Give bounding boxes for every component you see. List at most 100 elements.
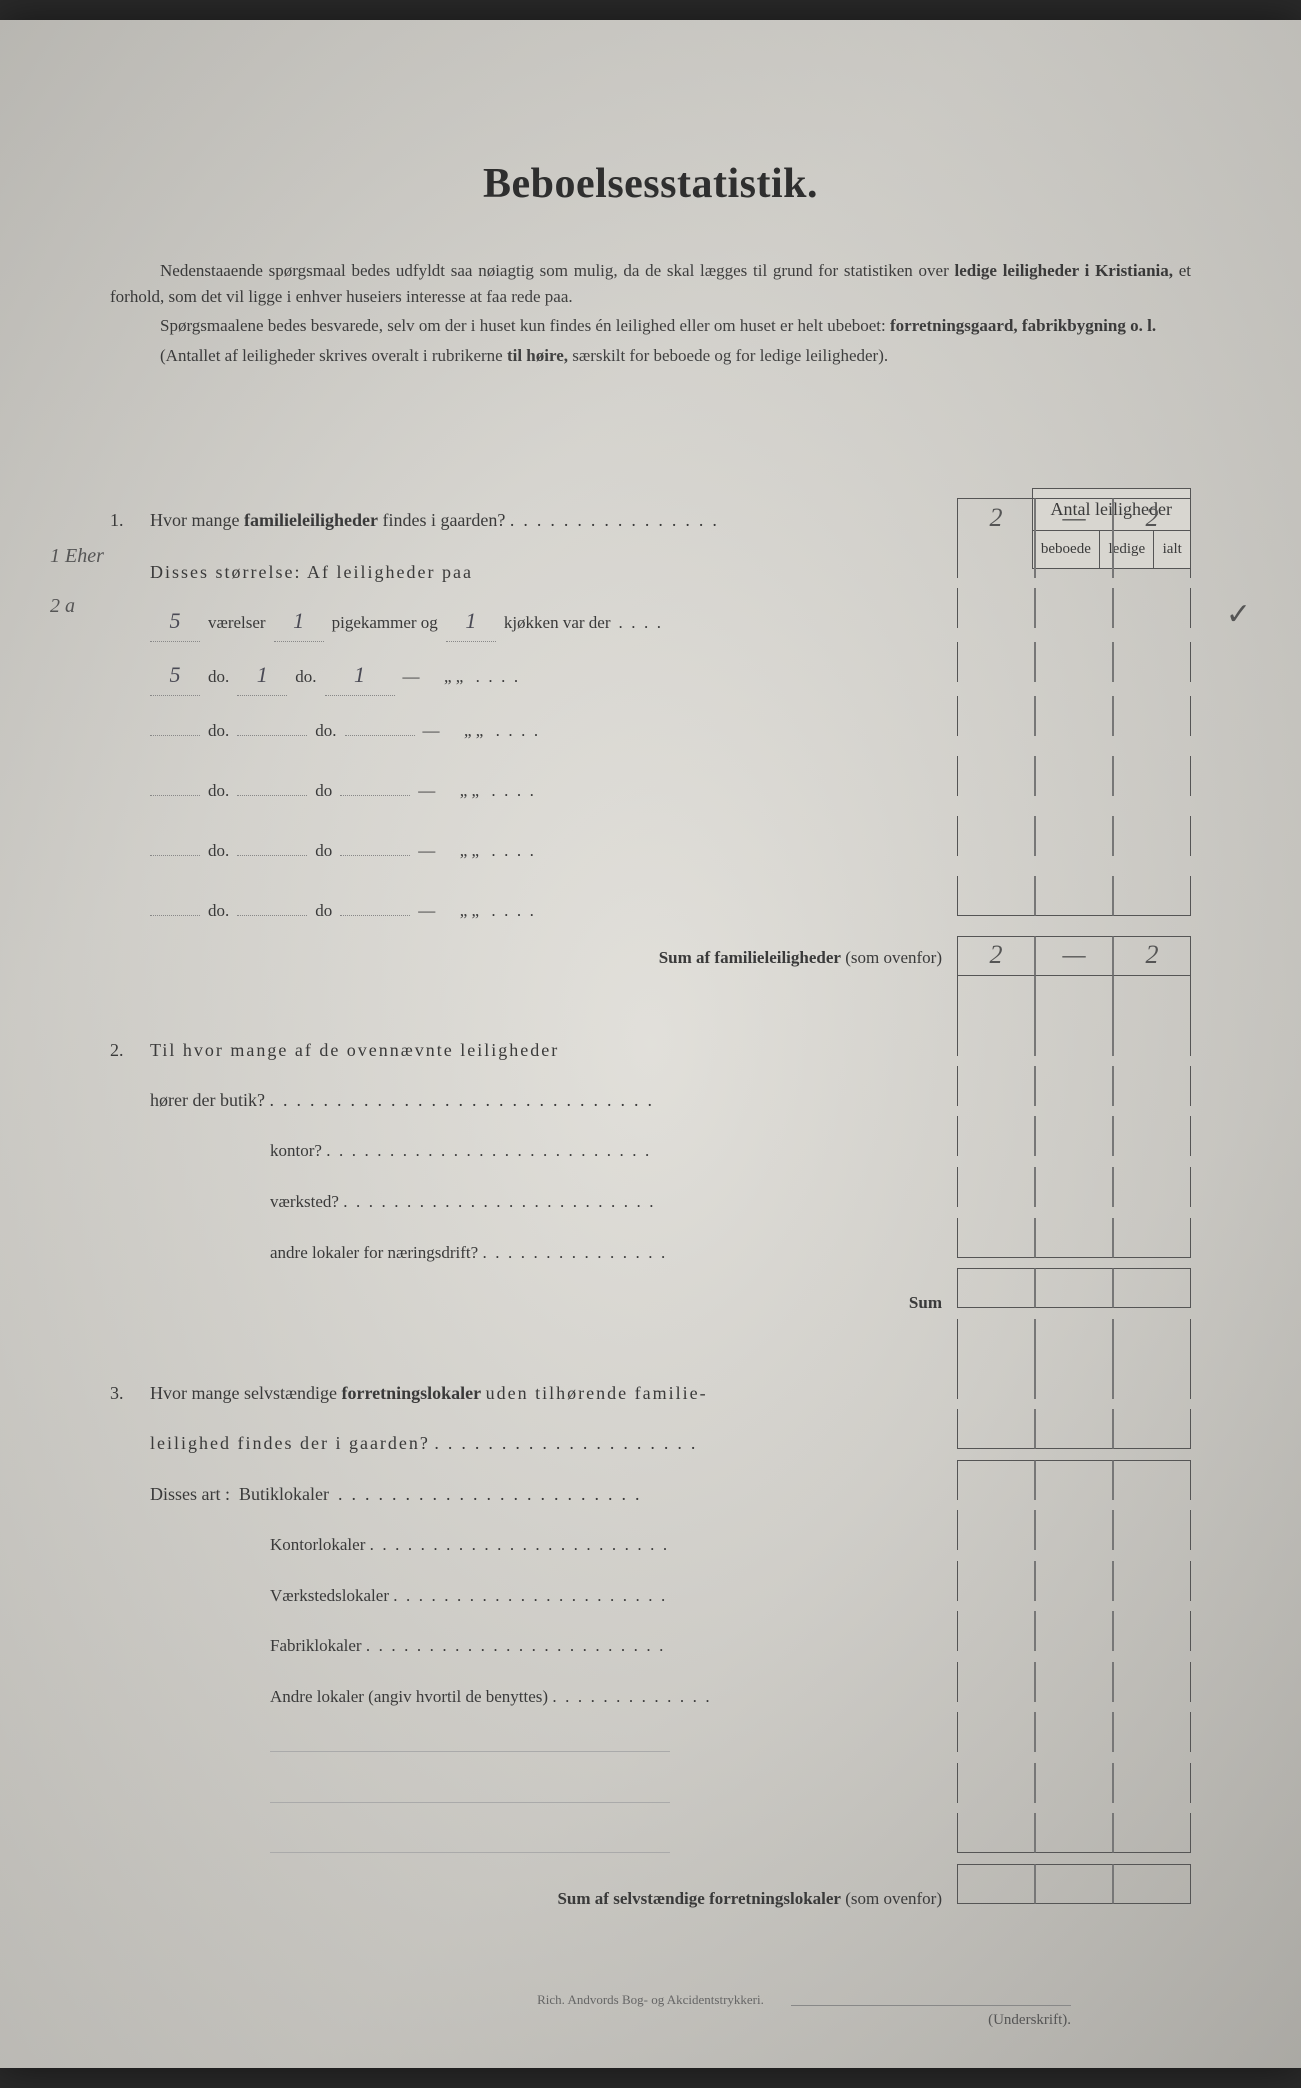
printer-footer: Rich. Andvords Bog- og Akcidentstrykkeri… [0, 1992, 1301, 2008]
q1-r1-k: 1 [446, 601, 496, 642]
q2-line1: hører der butik? [150, 1090, 265, 1110]
q2-andre: andre lokaler for næringsdrift? . . . . … [110, 1218, 1191, 1269]
quote: „ „ [460, 776, 479, 807]
q3-bold: forretningslokaler [341, 1383, 481, 1403]
q1-size-row3: do. do. — „ „ . . . . [110, 696, 1191, 756]
q1-r2-v: 5 [150, 655, 200, 696]
dots: . . . . . . . . . . . . . . . . . . . . [430, 1433, 696, 1453]
q1-size-row1: 2 a ✓ 5 værelser 1 pigekammer og 1 kjøkk… [110, 588, 1191, 642]
dots: . . . . [471, 662, 518, 693]
q2-vaerksted: værksted? . . . . . . . . . . . . . . . … [110, 1167, 1191, 1218]
dots: . . . . . . . . . . . . . . . . . . . . … [265, 1090, 652, 1110]
q1-r2-p: 1 [237, 655, 287, 696]
label-do: do. [208, 896, 229, 927]
q1-cell-beboede: 2 [957, 498, 1035, 538]
q3-disse: Disses art : [150, 1484, 230, 1504]
q3-sum-label: Sum af selvstændige forretningslokaler [557, 1889, 841, 1908]
quote: „ „ [464, 716, 483, 747]
dots: . . . . . . . . . . . . . . . . . . . . … [389, 1586, 665, 1605]
dots: . . . . [491, 716, 538, 747]
dots: . . . . [487, 776, 534, 807]
q1-size-row5: do. do — „ „ . . . . [110, 816, 1191, 876]
intro-p3-suffix: særskilt for beboede og for ledige leili… [572, 346, 888, 365]
signature-line: (Underskrift). [791, 2005, 1071, 2029]
dots: . . . . . . . . . . . . . [548, 1687, 710, 1706]
q3-i3: Værkstedslokaler [270, 1586, 389, 1605]
q1-num: 1. [110, 504, 150, 536]
dots: . . . . . . . . . . . . . . . . . . . . … [339, 1192, 654, 1211]
q1-sum-row: Sum af familieleiligheder (som ovenfor) … [110, 936, 1191, 976]
q1-sum-suffix: (som ovenfor) [845, 948, 942, 967]
questions-block: 1. Hvor mange familieleiligheder findes … [110, 498, 1191, 1975]
q3-item5: Andre lokaler (angiv hvortil de benyttes… [110, 1662, 1191, 1713]
q1-sum-beboede: 2 [957, 936, 1035, 976]
intro-paragraph: Nedenstaaende spørgsmaal bedes udfyldt s… [110, 258, 1191, 368]
q2-line4: andre lokaler for næringsdrift? [270, 1243, 478, 1262]
q1-size-row6: do. do — „ „ . . . . [110, 876, 1191, 936]
label-do: do. [208, 776, 229, 807]
dots: . . . . [487, 836, 534, 867]
q2-kontor: kontor? . . . . . . . . . . . . . . . . … [110, 1116, 1191, 1167]
q3-item3: Værkstedslokaler . . . . . . . . . . . .… [110, 1561, 1191, 1612]
q3-blank1 [110, 1712, 1191, 1763]
q2-line3: værksted? [270, 1192, 339, 1211]
margin-note-2: 2 a [50, 588, 75, 624]
dots: . . . . [487, 896, 534, 927]
dash: — [403, 662, 420, 693]
q3-item2: Kontorlokaler . . . . . . . . . . . . . … [110, 1510, 1191, 1561]
check-mark-icon: ✓ [1226, 588, 1251, 642]
spacer [110, 976, 1191, 1016]
label-do: do [315, 836, 332, 867]
label-do: do [315, 776, 332, 807]
q1-size-row2: 5 do. 1 do. 1 — „ „ . . . . [110, 642, 1191, 696]
q1-suffix: findes i gaarden? [382, 510, 505, 530]
q3-text3: leilighed findes der i gaarden? [150, 1433, 430, 1453]
q1-text: Hvor mange [150, 510, 239, 530]
q1-sum-label: Sum af familieleiligheder [659, 948, 841, 967]
q1-row: 1. Hvor mange familieleiligheder findes … [110, 498, 1191, 538]
q3-sum-suffix: (som ovenfor) [845, 1889, 942, 1908]
label-do: do. [208, 836, 229, 867]
dots: . . . . . . . . . . . . . . . [478, 1243, 665, 1262]
q3-i4: Fabriklokaler [270, 1636, 362, 1655]
q1-cell-ledige: — [1035, 498, 1113, 538]
quote: „ „ [460, 896, 479, 927]
q2-row: 2. Til hvor mange af de ovennævnte leili… [110, 1016, 1191, 1066]
label-pigekammer: pigekammer og [332, 608, 438, 639]
q1-r2-k: 1 [325, 655, 395, 696]
dots: . . . . . . . . . . . . . . . . . . . . … [362, 1636, 664, 1655]
q3-row: 3. Hvor mange selvstændige forretningslo… [110, 1359, 1191, 1409]
dash: — [418, 836, 435, 867]
dots: . . . . [619, 608, 662, 639]
label-do: do. [315, 716, 336, 747]
dots: . . . . . . . . . . . . . . . . . . . . … [322, 1141, 649, 1160]
q2-sum: Sum [110, 1268, 1191, 1319]
intro-p1-bold: ledige leiligheder i Kristiania, [954, 261, 1173, 280]
label-do: do. [208, 662, 229, 693]
dash: — [418, 896, 435, 927]
quote: „ „ [444, 662, 463, 693]
q3-row-cont: leilighed findes der i gaarden? . . . . … [110, 1409, 1191, 1459]
q1-cell-ialt: 2 [1113, 498, 1191, 538]
q3-i1: Butiklokaler [239, 1484, 329, 1504]
q3-sum: Sum af selvstændige forretningslokaler (… [110, 1864, 1191, 1915]
q3-blank2 [110, 1763, 1191, 1814]
q3-text1: Hvor mange selvstændige [150, 1383, 337, 1403]
spacer [110, 1319, 1191, 1359]
label-do: do. [295, 662, 316, 693]
q1-disse: Disses størrelse: Af leiligheder paa [150, 562, 473, 582]
intro-p2-prefix: Spørgsmaalene bedes besvarede, selv om d… [160, 316, 886, 335]
quote: „ „ [460, 836, 479, 867]
margin-note-1: 1 Eher [50, 538, 104, 574]
q3-item1: Disses art : Butiklokaler . . . . . . . … [110, 1460, 1191, 1510]
dots: . . . . . . . . . . . . . . . . [510, 510, 717, 530]
q1-r1-v: 5 [150, 601, 200, 642]
content-area: Antal leiligheder beboede ledige ialt 1.… [110, 498, 1191, 1975]
q1-size-row4: do. do — „ „ . . . . [110, 756, 1191, 816]
document-page: Beboelsesstatistik. Nedenstaaende spørgs… [0, 20, 1301, 2068]
q3-blank3 [110, 1813, 1191, 1864]
q2-butik: hører der butik? . . . . . . . . . . . .… [110, 1066, 1191, 1116]
q3-num: 3. [110, 1377, 150, 1409]
intro-p2-bold: forretningsgaard, fabrikbygning o. l. [890, 316, 1156, 335]
q2-num: 2. [110, 1034, 150, 1066]
